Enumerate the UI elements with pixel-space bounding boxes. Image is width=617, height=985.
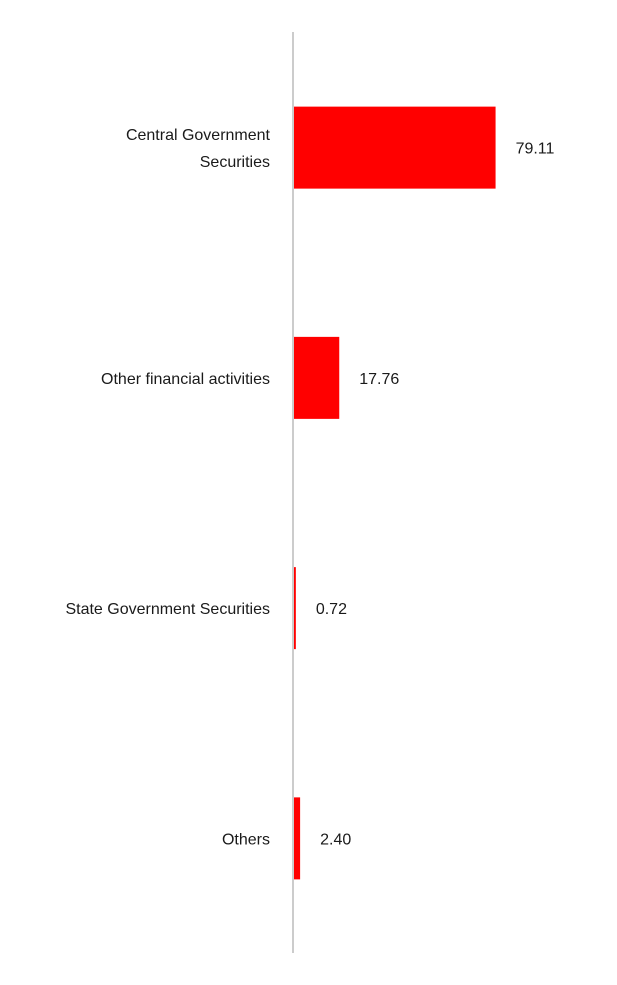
category-label: State Government Securities — [65, 601, 270, 618]
bar — [294, 336, 340, 419]
bar — [294, 567, 296, 650]
bar-value-label: 0.72 — [316, 601, 347, 618]
category-label: Central Government Securities — [126, 127, 271, 171]
bar-value-label: 79.11 — [516, 141, 555, 158]
bar-value-label: 17.76 — [359, 371, 399, 388]
bar-value-label: 2.40 — [320, 831, 351, 848]
bar — [294, 106, 496, 189]
category-label: Others — [222, 831, 270, 848]
bar — [294, 797, 301, 880]
category-label: Other financial activities — [101, 371, 270, 388]
